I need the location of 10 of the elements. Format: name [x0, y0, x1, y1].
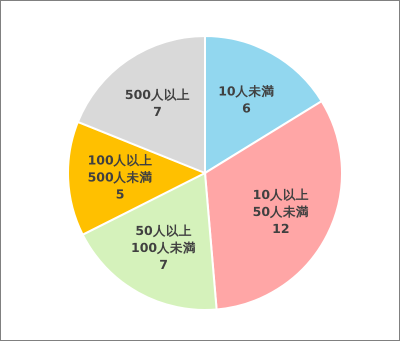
slice-label: 50人以上100人未満: [131, 223, 196, 256]
slice-label: 10人以上50人未満: [252, 187, 310, 220]
data-label: 7: [159, 257, 168, 272]
data-label: 5: [116, 186, 124, 202]
data-label: 7: [153, 104, 162, 120]
data-label: 12: [272, 221, 290, 236]
slice-label: 100人以上500人未満: [88, 152, 153, 185]
data-label: 6: [242, 100, 252, 116]
slice-label: 500人以上: [124, 87, 190, 102]
slice-label: 10人未満: [218, 83, 275, 98]
